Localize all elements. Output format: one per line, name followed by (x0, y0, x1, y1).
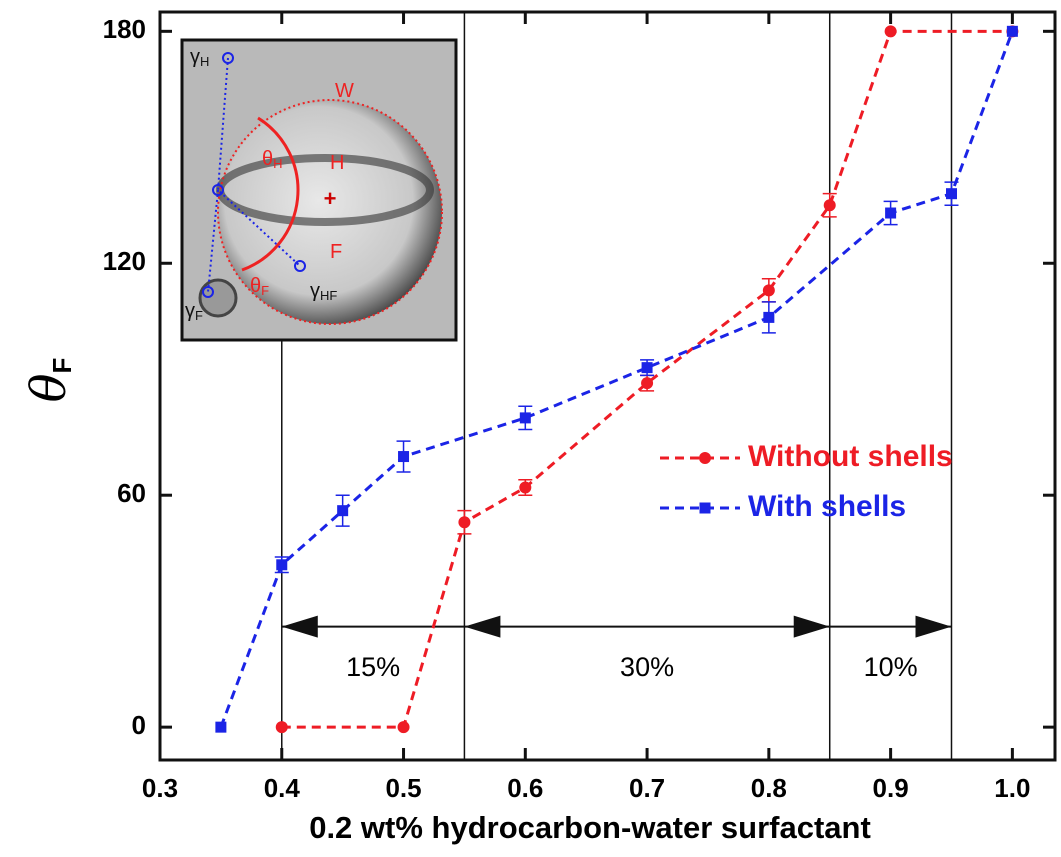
inset-label-sub: H (200, 54, 209, 69)
data-point (1006, 25, 1018, 37)
y-tick-label: 0 (132, 710, 146, 740)
data-point (519, 412, 531, 424)
x-tick-label: 0.4 (264, 773, 301, 803)
inset-label-text: θ (262, 148, 273, 170)
data-point (275, 721, 288, 734)
series (215, 25, 1018, 733)
inset-label: θF (250, 275, 269, 298)
legend-label: Without shells (748, 440, 953, 473)
x-axis-label: 0.2 wt% hydrocarbon-water surfactant (309, 810, 871, 845)
data-point (397, 721, 410, 734)
arrow-head (915, 615, 952, 638)
arrow-head (464, 615, 501, 638)
inset-label: H (330, 152, 344, 174)
inset-label-text: F (330, 241, 342, 263)
data-point (215, 721, 227, 733)
legend-marker (699, 502, 711, 514)
data-point (641, 377, 654, 390)
arrow-label: 15% (346, 652, 400, 682)
x-tick-label: 0.5 (385, 773, 421, 803)
inset-label: γHF (310, 280, 337, 303)
arrow-head (793, 615, 830, 638)
data-point (641, 362, 653, 374)
inset-label-text: γ (190, 46, 200, 68)
inset-label-sub: HF (320, 288, 337, 303)
x-tick-label: 1.0 (994, 773, 1030, 803)
inset-label: γF (185, 300, 203, 323)
x-tick-label: 0.7 (629, 773, 665, 803)
inset-label-sub: H (273, 156, 282, 171)
svg-text:+: + (324, 186, 337, 211)
data-point (519, 481, 532, 494)
data-point (945, 188, 957, 200)
data-point (884, 25, 897, 38)
inset-image: + (180, 38, 458, 342)
series-line (281, 29, 1013, 729)
arrow-label: 10% (864, 652, 918, 682)
series-line (219, 30, 1014, 728)
inset-label-text: W (335, 80, 354, 102)
data-point (823, 199, 836, 212)
x-tick-label: 0.9 (873, 773, 909, 803)
inset-label-text: γ (185, 300, 195, 322)
inset-label-sub: F (195, 308, 203, 323)
inset-label: F (330, 241, 342, 263)
y-axis-label: θF (21, 358, 77, 403)
data-point (885, 207, 897, 219)
x-tick-label: 0.6 (507, 773, 543, 803)
legend-marker (699, 452, 711, 464)
data-point (763, 311, 775, 323)
data-point (458, 516, 471, 529)
y-tick-label: 180 (103, 14, 146, 44)
data-point (337, 505, 349, 517)
inset-label-text: θ (250, 275, 261, 297)
y-tick-label: 120 (103, 246, 146, 276)
y-tick-label: 60 (117, 478, 146, 508)
inset-label: γH (190, 46, 209, 69)
inset-label: θH (262, 148, 283, 171)
data-point (276, 559, 288, 571)
x-tick-label: 0.3 (142, 773, 178, 803)
data-point (398, 451, 410, 463)
x-tick-label: 0.8 (751, 773, 787, 803)
inset-label-text: γ (310, 280, 320, 302)
inset-label-text: H (330, 152, 344, 174)
inset-label-sub: F (261, 283, 269, 298)
y-axis-label-main: θ (21, 373, 77, 402)
arrow-head (281, 615, 318, 638)
plot-frame (158, 10, 1057, 762)
arrow-label: 30% (620, 652, 674, 682)
legend-label: With shells (748, 490, 906, 523)
data-point (762, 284, 775, 297)
inset-label: W (335, 80, 354, 102)
y-axis-label-sub: F (47, 358, 77, 374)
